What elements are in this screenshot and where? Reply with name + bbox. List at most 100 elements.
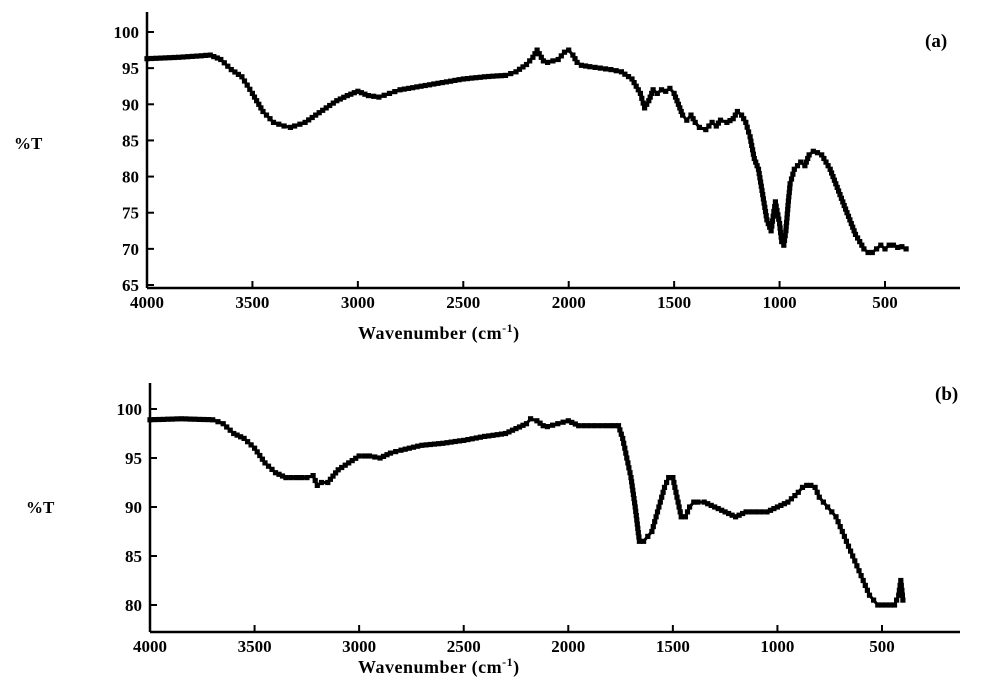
panel-b-data-point [630,487,636,493]
panel-b-data-point [633,513,639,519]
panel-b-data-point [540,423,546,429]
panel-b-data-point [729,512,735,518]
panel-b-data-point [465,437,471,443]
panel-b-data-point [799,484,806,490]
panel-b-data-point [771,506,777,512]
panel-b-data-point [436,441,442,447]
panel-b-data-point [333,470,339,476]
panel-a-data-point [323,105,329,111]
panel-b-data-point [682,514,688,520]
panel-b-data-point [839,528,845,535]
panel-a-y-axis-label: %T [14,134,43,153]
panel-a-data-point [355,88,361,94]
panel-a-data-point [572,56,578,62]
panel-b-data-point [339,464,345,471]
panel-b-data-point [672,484,678,490]
panel-a-data-point [306,117,312,123]
panel-a-data-point [431,81,437,87]
panel-b-data-point [490,432,496,438]
panel-b-data-point [629,483,635,489]
panel-a-data-point [334,98,340,104]
panel-b-data-point [722,509,728,515]
panel-a-data-point [603,66,609,72]
panel-a-data-point [622,71,628,77]
panel-b-x-tick-label: 3000 [342,637,376,656]
panel-a-data-point [297,121,303,127]
panel-a-x-tick-label: 1000 [763,293,797,312]
panel-a-data-point [857,239,863,245]
panel-a-data-point [167,55,173,61]
panel-a-data-point [414,84,420,90]
panel-b-data-point [898,577,904,584]
panel-a-data-point [847,217,853,223]
panel-a-data-point [786,189,792,196]
panel-b-data-point [513,426,519,432]
panel-b-data-point [678,514,684,520]
panel-a-data-point [258,105,264,111]
panel-b-data-point [506,429,512,435]
panel-b-data-point [367,453,373,459]
panel-b-data-point [615,423,622,429]
panel-b-y-tick-label: 90 [125,498,142,517]
panel-a-data-point [762,208,769,215]
panel-a-data-point [608,67,614,73]
panel-b-data-point [670,475,676,481]
panel-a-data-point [830,174,836,180]
panel-b-data-point [509,427,516,433]
panel-a-x-tick-label: 500 [872,293,898,312]
panel-a-data-point [769,223,775,229]
panel-b-data-point [795,489,801,495]
panel-a-data-point [247,86,253,92]
panel-b-data-point [627,470,633,476]
panel-a-data-point [625,74,632,80]
panel-a-data-point [764,217,770,223]
panel-b-data-point [486,433,492,439]
panel-b-data-point [664,479,670,486]
panel-b-data-point [684,509,691,515]
panel-b-data-point [871,597,877,603]
panel-a-data-point [785,198,791,204]
panel-a-data-point [513,69,519,75]
panel-a-data-point [527,58,533,64]
panel-a-data-point [578,62,584,68]
panel-a-data-point [532,51,538,57]
panel-b-data-point [293,475,299,481]
panel-a-data-point [838,195,844,201]
panel-b-data-point [649,528,655,535]
panel-a-data-point [696,124,702,130]
panel-b-data-point [628,475,634,481]
panel-b-data-point [625,460,631,466]
panel-a-data-point [781,242,787,248]
panel-a-data-point [671,90,677,96]
panel-b-data-point [677,509,683,515]
panel-a-data-point [287,124,293,130]
panel-b-data-point [607,423,613,429]
panel-b-data-point [634,517,640,523]
panel-a-data-point [158,55,164,61]
panel-a-data-point [574,59,580,65]
panel-b-data-point [641,538,647,544]
panel-a-data-point [302,119,308,125]
panel-a-data-point [851,228,857,234]
panel-a-y-tick-label: 95 [122,59,139,78]
panel-a-data-point [788,176,795,182]
panel-a-data-point [798,159,804,165]
panel-a-data-point [762,204,768,210]
panel-a-data-point [502,72,509,78]
panel-b-data-point [631,496,637,502]
panel-a-data-point [848,221,854,227]
panel-a-data-point [882,246,888,252]
panel-a-data-point [760,192,766,198]
panel-b-data-point [829,509,835,515]
panel-a-data-point [821,155,827,162]
panel-b-data-point [444,440,450,446]
panel-b-data-point [346,460,352,466]
panel-a-data-point [768,228,774,234]
panel-b-data-point [860,577,866,584]
panel-a-data-point [779,239,785,245]
panel-a-x-tick-label: 2000 [552,293,586,312]
panel-b-data-point [825,504,831,510]
panel-a-data-point [418,83,424,89]
panel-b-data-point [636,538,642,544]
panel-a-data-point [855,235,861,241]
